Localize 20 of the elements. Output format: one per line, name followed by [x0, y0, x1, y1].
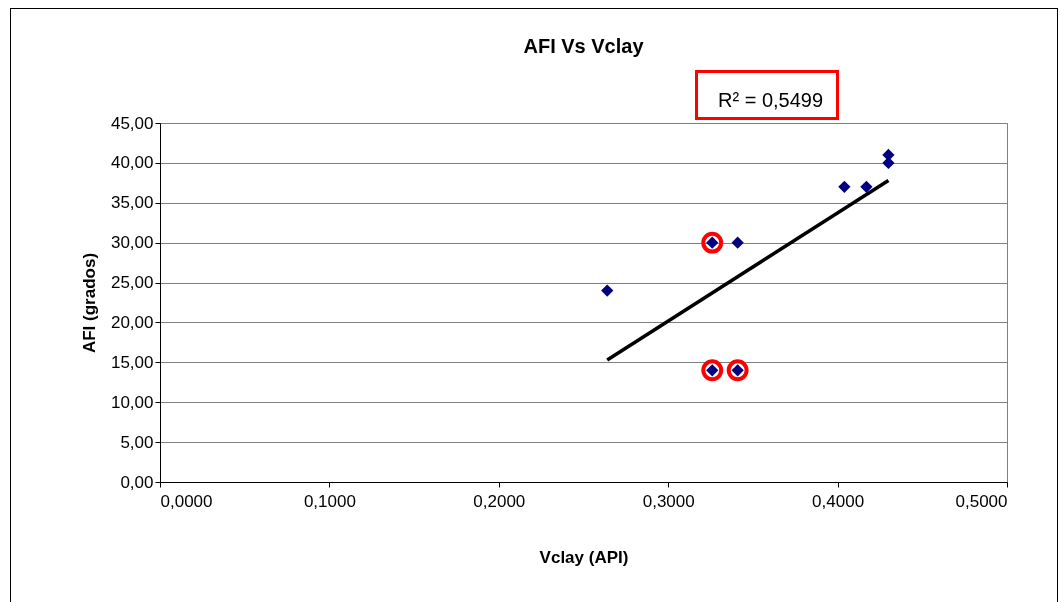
- y-tick-label: 35,00: [110, 193, 154, 213]
- y-tick-label: 30,00: [110, 233, 154, 253]
- y-tick-label: 10,00: [110, 392, 154, 412]
- x-tick-label: 0,4000: [812, 491, 865, 511]
- x-tick-label: 0,0000: [160, 491, 213, 511]
- y-tick-label: 45,00: [110, 113, 154, 133]
- x-axis-title: Vclay (API): [539, 547, 629, 567]
- x-tick-label: 0,5000: [955, 491, 1008, 511]
- y-axis-title: AFI (grados): [79, 252, 99, 354]
- y-tick-label: 40,00: [110, 153, 154, 173]
- y-tick-label: 5,00: [120, 432, 154, 452]
- text: R² = 0,5499: [718, 89, 824, 111]
- x-tick-label: 0,1000: [303, 491, 356, 511]
- chart-title: AFI Vs Vclay: [523, 35, 645, 57]
- y-tick-label: 0,00: [120, 472, 154, 492]
- x-tick-label: 0,3000: [642, 491, 695, 511]
- x-tick-label: 0,2000: [473, 491, 526, 511]
- y-tick-label: 20,00: [110, 312, 154, 332]
- y-tick-label: 25,00: [110, 273, 154, 293]
- y-tick-label: 15,00: [110, 352, 154, 372]
